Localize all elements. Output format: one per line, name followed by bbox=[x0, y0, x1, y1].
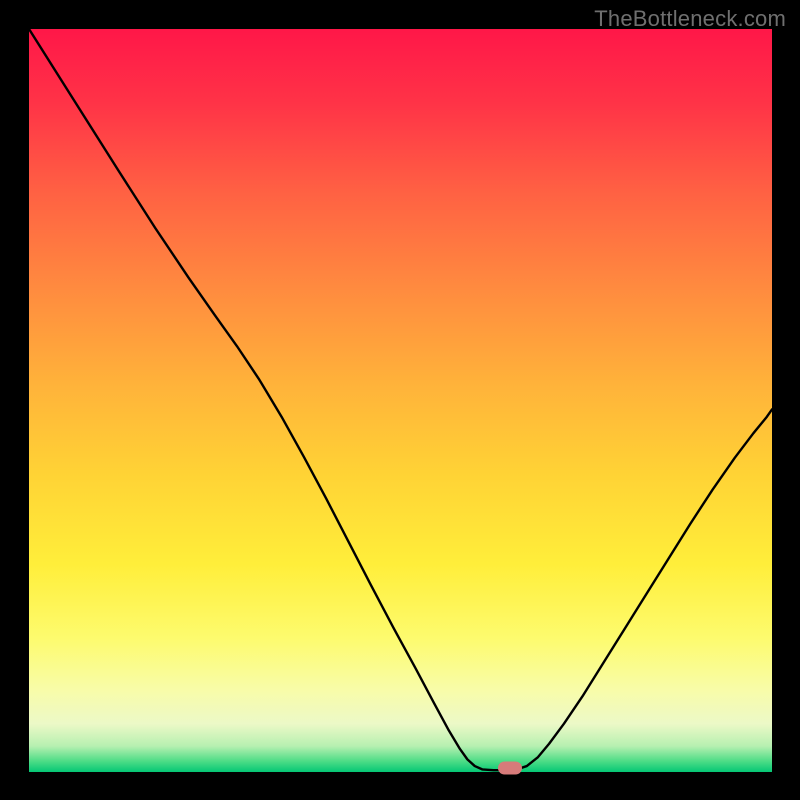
plot-area bbox=[29, 29, 772, 772]
optimum-marker bbox=[498, 761, 522, 774]
chart-frame: TheBottleneck.com bbox=[0, 0, 800, 800]
bottleneck-curve bbox=[29, 29, 772, 772]
